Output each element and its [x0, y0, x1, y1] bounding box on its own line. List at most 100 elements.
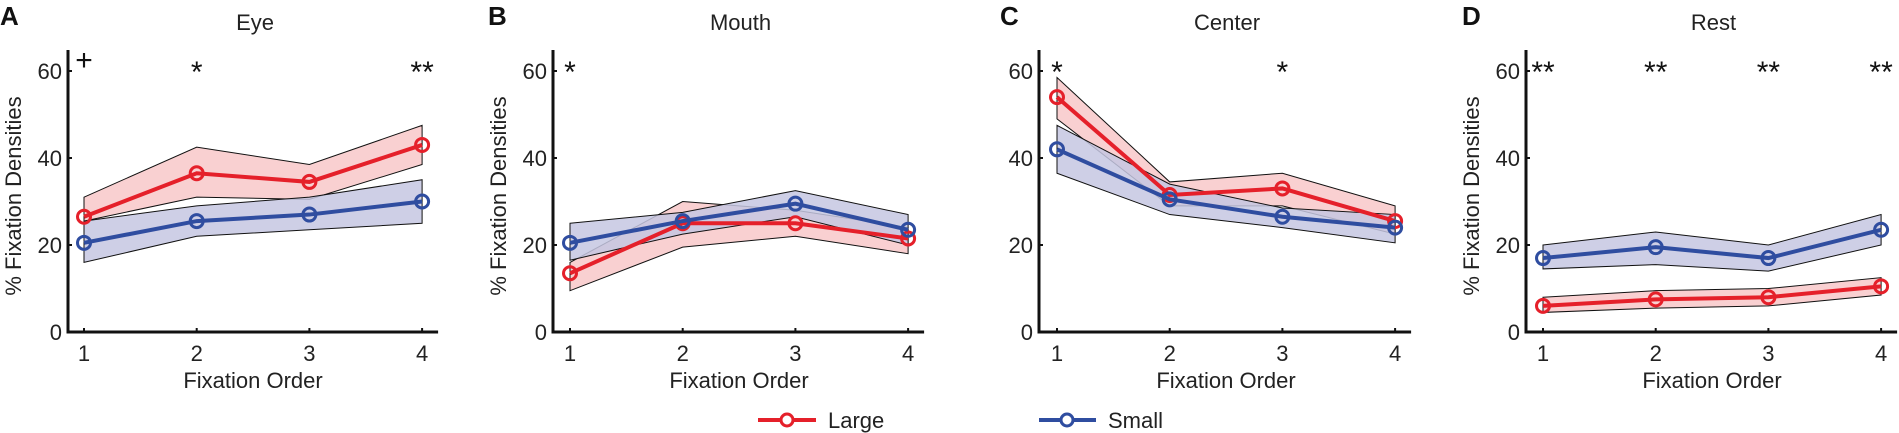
data-point-small — [674, 213, 691, 230]
data-point-large — [76, 208, 92, 225]
y-tick-label: 0 — [1021, 320, 1033, 345]
significance-marker: ** — [1531, 56, 1555, 89]
data-point-small — [1049, 141, 1065, 158]
x-tick-label: 3 — [789, 341, 801, 366]
significance-marker: ** — [1869, 56, 1893, 89]
series-line-small — [1056, 147, 1396, 230]
data-point-small — [1535, 250, 1551, 267]
series-line-small — [83, 199, 423, 245]
legend-item-large: Large — [758, 408, 884, 433]
x-tick-label: 1 — [1051, 341, 1063, 366]
y-tick-label: 0 — [535, 320, 547, 345]
data-point-small — [414, 193, 431, 210]
data-point-small — [1274, 208, 1291, 225]
panel-a: A Eye % Fixation Densities Fixation Order 0 2… — [0, 1, 439, 393]
y-tick-label: 20 — [1009, 233, 1033, 258]
panel-letter: D — [1462, 1, 1481, 31]
significance-marker: + — [75, 44, 93, 77]
panel-title: Rest — [1691, 10, 1736, 35]
y-tick-label: 40 — [38, 146, 62, 171]
data-point-large — [562, 265, 578, 282]
confidence-band-large — [83, 124, 423, 222]
panel-b: B Mouth % Fixation Densities Fixation Order… — [486, 1, 925, 393]
x-tick-label: 1 — [1537, 341, 1549, 366]
legend-label-large: Large — [828, 408, 884, 433]
x-tick-label: 3 — [303, 341, 315, 366]
panel-letter: A — [0, 1, 19, 31]
y-axis-label: % Fixation Densities — [1, 96, 26, 295]
y-tick-label: 60 — [523, 59, 547, 84]
y-tick-label: 60 — [1009, 59, 1033, 84]
x-tick-label: 4 — [416, 341, 428, 366]
panel-letter: C — [1000, 1, 1019, 31]
panel-letter: B — [488, 1, 507, 31]
significance-marker: * — [191, 56, 203, 89]
y-tick-label: 0 — [50, 320, 62, 345]
data-point-small — [1760, 250, 1777, 267]
significance-marker: * — [564, 56, 576, 89]
data-point-small — [301, 206, 318, 223]
confidence-band-small — [83, 179, 423, 264]
data-point-small — [562, 234, 578, 251]
data-point-small — [1647, 239, 1664, 256]
y-tick-label: 20 — [523, 233, 547, 258]
series-line-large — [1055, 95, 1396, 223]
significance-marker: ** — [1757, 56, 1781, 89]
x-tick-label: 4 — [902, 341, 914, 366]
legend: Large Small — [758, 408, 1163, 433]
x-tick-label: 2 — [677, 341, 689, 366]
legend-label-small: Small — [1108, 408, 1163, 433]
series-line-large — [1542, 284, 1882, 308]
y-tick-label: 60 — [1496, 59, 1520, 84]
data-point-small — [188, 213, 205, 230]
x-axis-label: Fixation Order — [1642, 368, 1781, 393]
data-point-large — [1274, 180, 1291, 197]
data-point-large — [1873, 278, 1890, 295]
x-tick-label: 2 — [191, 341, 203, 366]
series-line-small — [569, 201, 909, 245]
y-axis-label: % Fixation Densities — [486, 96, 511, 295]
significance-marker: * — [1277, 56, 1289, 89]
y-tick-label: 20 — [1496, 233, 1520, 258]
data-point-large — [1049, 89, 1065, 106]
significance-marker: ** — [1644, 56, 1668, 89]
data-point-small — [787, 195, 804, 212]
y-tick-label: 20 — [38, 233, 62, 258]
x-tick-label: 3 — [1276, 341, 1288, 366]
x-axis-label: Fixation Order — [669, 368, 808, 393]
y-tick-label: 60 — [38, 59, 62, 84]
significance-marker: ** — [410, 56, 434, 89]
x-axis-label: Fixation Order — [1156, 368, 1295, 393]
data-point-small — [1387, 219, 1404, 236]
data-point-large — [900, 230, 917, 247]
legend-marker-small — [1059, 412, 1075, 428]
panel-d: D Rest % Fixation Densities Fixation Order 0… — [1459, 1, 1898, 393]
data-point-small — [1161, 191, 1178, 208]
panel-title: Center — [1194, 10, 1260, 35]
y-tick-label: 40 — [1009, 146, 1033, 171]
series-line-large — [83, 143, 423, 219]
panel-title: Eye — [236, 10, 274, 35]
data-point-large — [1760, 289, 1777, 306]
data-point-small — [900, 221, 917, 238]
data-point-large — [414, 136, 431, 153]
panel-c: C Center Fixation Order 0 20 40 60 1 * 2 3 * 4 — [1000, 1, 1412, 393]
series-line-large — [569, 221, 909, 276]
data-point-small — [1873, 221, 1890, 238]
y-tick-label: 40 — [1496, 146, 1520, 171]
data-point-large — [787, 215, 804, 232]
x-tick-label: 4 — [1875, 341, 1887, 366]
x-tick-label: 1 — [564, 341, 576, 366]
data-point-large — [188, 165, 205, 182]
data-point-large — [1535, 297, 1551, 314]
x-tick-label: 4 — [1389, 341, 1401, 366]
data-point-small — [76, 234, 92, 251]
panel-title: Mouth — [710, 10, 771, 35]
x-tick-label: 2 — [1164, 341, 1176, 366]
significance-marker: * — [1051, 56, 1063, 89]
legend-item-small: Small — [1039, 408, 1163, 433]
confidence-band-large — [1542, 277, 1882, 313]
confidence-band-small — [1542, 213, 1882, 272]
y-axis-label: % Fixation Densities — [1459, 96, 1484, 295]
